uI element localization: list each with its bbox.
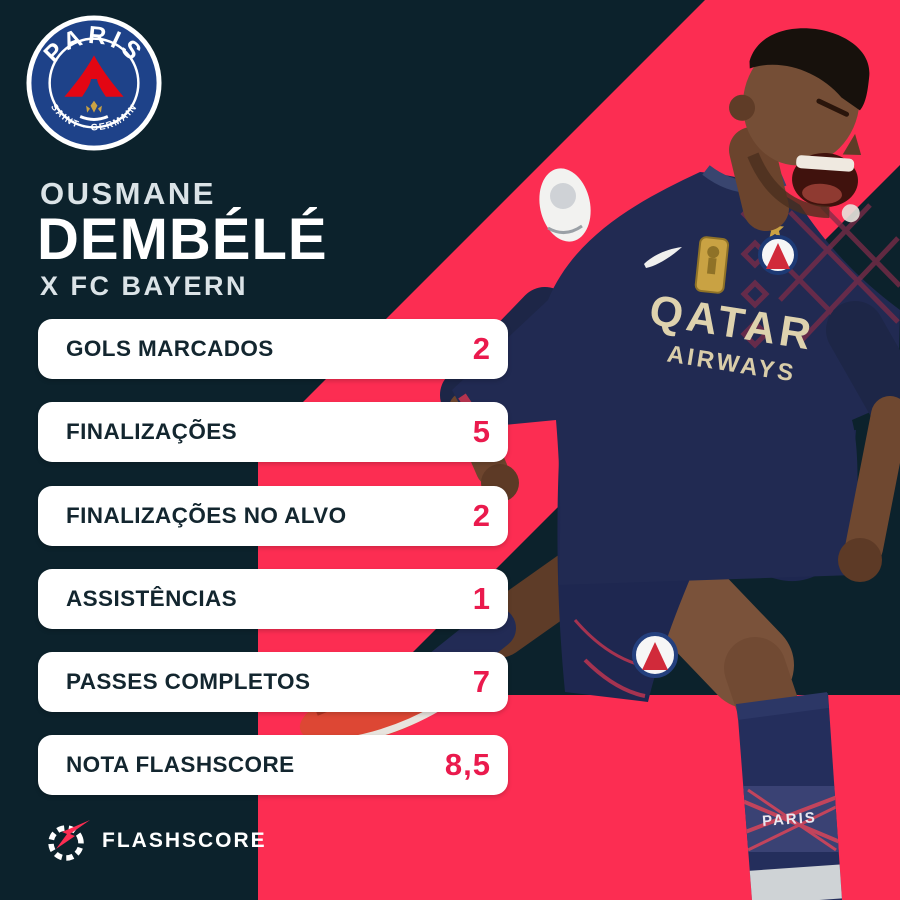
player-hair <box>749 28 870 111</box>
player-near-arm <box>826 301 900 582</box>
psg-chest-crest <box>758 220 798 275</box>
nike-swoosh-icon <box>644 247 682 268</box>
fleur-de-lis-icon <box>86 100 102 113</box>
stat-label: FINALIZAÇÕES <box>66 419 238 444</box>
flashscore-logo-icon <box>48 820 90 861</box>
player-jersey: QATAR AIRWAYS <box>452 165 900 585</box>
stat-label: NOTA FLASHSCORE <box>66 752 295 777</box>
stat-row-passes-completos: PASSES COMPLETOS 7 <box>38 652 508 712</box>
stat-row-finalizacoes-no-alvo: FINALIZAÇÕES NO ALVO 2 <box>38 486 508 546</box>
stat-value: 8,5 <box>444 747 491 782</box>
psg-club-badge: PARIS SAINT - GERMAIN <box>26 15 162 151</box>
stat-value: 5 <box>472 414 491 449</box>
stat-value: 1 <box>472 581 491 616</box>
stat-value: 2 <box>472 498 491 533</box>
flashscore-brand: FLASHSCORE <box>44 818 267 864</box>
player-head <box>729 28 870 231</box>
stat-value: 7 <box>472 664 491 699</box>
sock-text: PARIS <box>762 809 818 830</box>
shorts-crest <box>632 632 678 678</box>
player-open-mouth <box>792 152 858 208</box>
stat-label: FINALIZAÇÕES NO ALVO <box>66 503 347 528</box>
stat-value: 2 <box>472 331 491 366</box>
gold-trophy-badge <box>694 236 730 294</box>
flashscore-logo-text: FLASHSCORE <box>102 829 267 852</box>
eiffel-tower-icon <box>64 55 124 97</box>
stat-label: PASSES COMPLETOS <box>66 669 311 694</box>
sleeve-badge <box>539 168 591 242</box>
player-first-name: OUSMANE <box>40 176 216 211</box>
matchup-subtitle: X FC BAYERN <box>40 271 249 301</box>
stat-row-nota-flashscore: NOTA FLASHSCORE 8,5 <box>38 735 508 795</box>
stat-label: ASSISTÊNCIAS <box>66 586 238 611</box>
stat-row-assistencias: ASSISTÊNCIAS 1 <box>38 569 508 629</box>
flash-bolt-icon <box>56 820 90 849</box>
player-last-name: DEMBÉLÉ <box>37 207 328 272</box>
stat-label: GOLS MARCADOS <box>66 336 274 361</box>
stat-row-finalizacoes: FINALIZAÇÕES 5 <box>38 402 508 462</box>
sock-pattern-band: PARIS <box>737 786 842 900</box>
stat-row-gols-marcados: GOLS MARCADOS 2 <box>38 319 508 379</box>
